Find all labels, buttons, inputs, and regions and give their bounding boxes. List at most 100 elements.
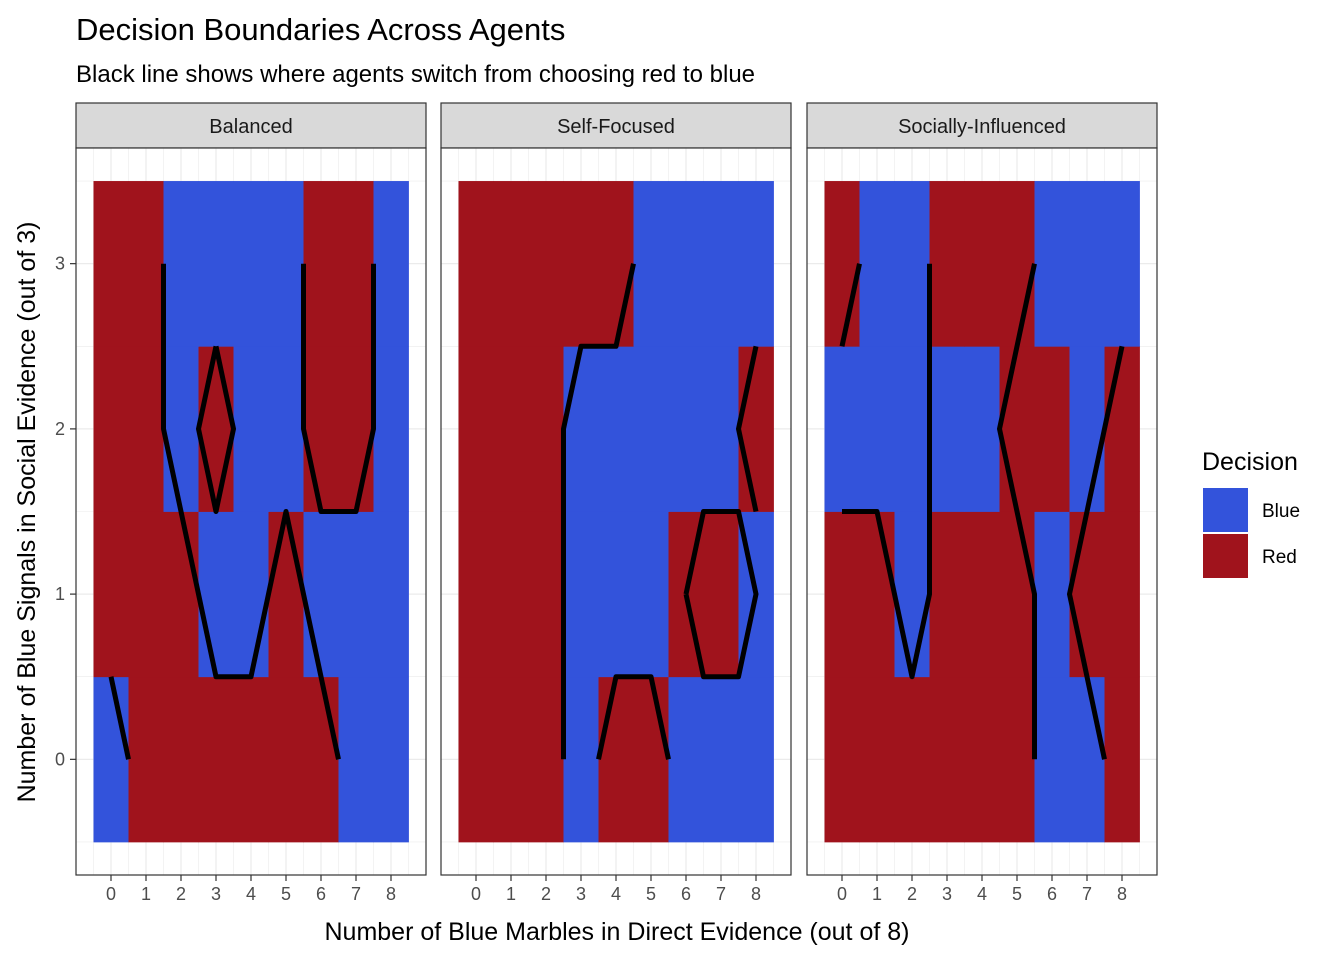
x-tick-label: 1 (872, 884, 882, 904)
tile-6-0 (668, 676, 704, 843)
boundary-line-3 (736, 345, 759, 513)
panel-tiles (93, 181, 409, 843)
panel-balanced: Balanced 0 1 2 3 4 5 6 7 8 0 1 2 3 (55, 102, 427, 904)
x-tick-label: 6 (1047, 884, 1057, 904)
tile-5-3 (268, 181, 304, 347)
tile-6-2 (303, 346, 339, 512)
boundary-line-2 (997, 263, 1037, 760)
tile-5-1 (633, 511, 669, 678)
tile-1-1 (493, 511, 529, 678)
panel-strip (440, 102, 792, 149)
boundary-line-1 (596, 674, 671, 760)
tile-5-3 (633, 181, 669, 347)
y-axis-title: Number of Blue Signals in Social Evidenc… (13, 222, 41, 803)
tile-8-0 (373, 676, 409, 843)
tile-4-0 (598, 676, 634, 843)
tile-5-0 (268, 676, 304, 843)
x-tick-label: 1 (141, 884, 151, 904)
tile-2-1 (894, 511, 930, 678)
tile-4-2 (233, 346, 269, 512)
tile-2-0 (528, 676, 564, 843)
tile-2-2 (894, 346, 930, 512)
x-tick-label: 4 (246, 884, 256, 904)
x-tick-label: 2 (541, 884, 551, 904)
tile-3-2 (198, 346, 234, 512)
tile-8-2 (738, 346, 774, 512)
y-tick-label: 1 (55, 584, 65, 604)
tile-1-1 (128, 511, 164, 678)
tile-2-2 (163, 346, 199, 512)
tile-0-3 (824, 181, 860, 347)
panel-tiles (824, 181, 1140, 843)
tile-4-0 (233, 676, 269, 843)
panel-boundaries (561, 263, 759, 760)
x-tick-label: 4 (611, 884, 621, 904)
boundary-line-0 (108, 676, 131, 760)
y-tick-label: 0 (55, 749, 65, 769)
tile-3-2 (929, 346, 965, 512)
tile-8-0 (738, 676, 774, 843)
x-axis-ticks: 0 1 2 3 4 5 6 7 8 (471, 875, 761, 904)
tile-5-2 (999, 346, 1035, 512)
tile-7-1 (703, 511, 739, 678)
x-tick-label: 8 (386, 884, 396, 904)
tile-1-1 (859, 511, 895, 678)
tile-2-3 (163, 181, 199, 347)
tile-0-1 (824, 511, 860, 678)
x-tick-label: 2 (176, 884, 186, 904)
tile-1-3 (493, 181, 529, 347)
tile-0-3 (458, 181, 494, 347)
tile-3-0 (563, 676, 599, 843)
tile-5-3 (999, 181, 1035, 347)
chart-title: Decision Boundaries Across Agents (76, 12, 565, 47)
tile-0-3 (93, 181, 129, 347)
panel-strip-label: Socially-Influenced (898, 116, 1066, 138)
tile-1-2 (493, 346, 529, 512)
legend-key-blue (1203, 488, 1248, 532)
x-tick-label: 0 (837, 884, 847, 904)
tile-7-2 (338, 346, 374, 512)
tile-8-1 (1104, 511, 1140, 678)
legend: Decision Blue Red (1202, 448, 1300, 578)
tile-3-2 (563, 346, 599, 512)
tile-8-2 (1104, 346, 1140, 512)
tile-4-1 (598, 511, 634, 678)
tile-7-1 (338, 511, 374, 678)
boundary-line-0 (839, 263, 862, 347)
panel-strip-label: Self-Focused (557, 116, 675, 138)
tile-4-2 (598, 346, 634, 512)
x-tick-label: 3 (942, 884, 952, 904)
tile-7-3 (338, 181, 374, 347)
x-tick-label: 4 (977, 884, 987, 904)
boundary-line-3 (301, 263, 376, 514)
x-tick-label: 6 (316, 884, 326, 904)
tile-7-3 (703, 181, 739, 347)
tile-8-0 (1104, 676, 1140, 843)
tile-6-1 (1034, 511, 1070, 678)
tile-6-3 (303, 181, 339, 347)
x-tick-label: 3 (576, 884, 586, 904)
x-tick-label: 0 (106, 884, 116, 904)
tile-2-3 (528, 181, 564, 347)
boundary-line-2 (683, 509, 759, 680)
x-tick-label: 8 (1117, 884, 1127, 904)
tile-1-3 (128, 181, 164, 347)
tile-7-1 (1069, 511, 1105, 678)
tile-6-3 (1034, 181, 1070, 347)
x-tick-label: 1 (506, 884, 516, 904)
x-axis-ticks: 0 1 2 3 4 5 6 7 8 (106, 875, 396, 904)
y-axis-ticks: 0 1 2 3 (55, 254, 76, 769)
tile-3-1 (929, 511, 965, 678)
tile-7-0 (703, 676, 739, 843)
x-tick-label: 0 (471, 884, 481, 904)
tile-8-3 (738, 181, 774, 347)
tile-3-3 (563, 181, 599, 347)
tile-7-2 (1069, 346, 1105, 512)
panel-strip (75, 102, 427, 149)
x-tick-label: 5 (646, 884, 656, 904)
tile-6-1 (303, 511, 339, 678)
tile-0-0 (824, 676, 860, 843)
tile-5-0 (999, 676, 1035, 843)
legend-label-blue: Blue (1262, 501, 1300, 522)
tile-1-0 (859, 676, 895, 843)
